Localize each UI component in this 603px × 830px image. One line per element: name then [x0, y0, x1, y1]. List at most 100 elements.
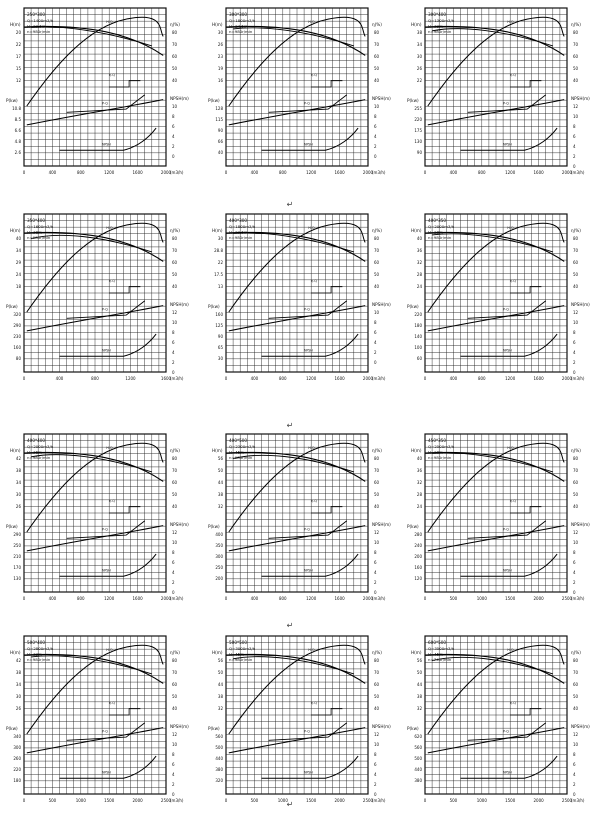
chart-model-title: 400*300 [229, 218, 247, 223]
x-tick-label: 2500 [161, 798, 172, 803]
power-curve [26, 305, 164, 332]
pump-chart: H-Q η-Q P-Q NPSH 400*500Q=2300m3/hH=45mn=980… [208, 433, 391, 601]
chart-spec-line: H=38m [27, 230, 42, 235]
head-tick-label: 38 [218, 492, 224, 497]
power-tick-label: 40 [218, 150, 224, 155]
efficiency-curve [228, 16, 366, 107]
efficiency-curve [26, 442, 164, 533]
chart-spec-line: n=980r/min [428, 455, 452, 460]
efficiency-axis-title: η(%) [571, 22, 581, 27]
x-tick-label: 1200 [505, 170, 516, 175]
npsh-tick-label: 0 [374, 792, 377, 797]
chart-spec-line: n=980r/min [27, 235, 51, 240]
power-axis-title: P(kw) [208, 726, 220, 731]
x-tick-label: 2000 [133, 798, 144, 803]
curve-label: η-Q [109, 701, 115, 705]
power-tick-label: 350 [215, 543, 223, 548]
npsh-tick-label: 10 [172, 320, 178, 325]
head-axis-title: H(m) [212, 448, 223, 453]
curve-label: η-Q [311, 499, 317, 503]
curve-label: NPSH [503, 568, 512, 572]
curve-label: H-Q [308, 446, 315, 450]
efficiency-curve [427, 644, 565, 735]
x-tick-label: 1600 [335, 376, 346, 381]
efficiency-curve [427, 222, 565, 313]
head-curve-small-impeller [432, 233, 553, 253]
head-tick-label: 22 [218, 260, 224, 265]
x-tick-label: 400 [56, 376, 64, 381]
power-tick-label: 8.5 [15, 117, 22, 122]
curve-label: NPSH [304, 348, 313, 352]
curve-label: η-Q [311, 73, 317, 77]
head-axis-title: H(m) [10, 228, 21, 233]
x-tick-label: 1200 [125, 376, 136, 381]
power-tick-label: 90 [218, 128, 224, 133]
efficiency-tick-label: 70 [172, 42, 178, 47]
npsh-tick-label: 10 [573, 320, 579, 325]
npsh-tick-label: 8 [573, 550, 576, 555]
chart-model-title: 300*400 [428, 12, 446, 17]
head-tick-label: 18 [16, 284, 22, 289]
head-tick-label: 38 [417, 30, 423, 35]
npsh-tick-label: 6 [172, 762, 175, 767]
x-tick-label: 400 [49, 170, 57, 175]
gridlines [226, 636, 368, 794]
head-curve [225, 451, 366, 482]
head-tick-label: 38 [417, 694, 423, 699]
chart-spec-line: Q=2500m3/h [428, 444, 455, 449]
efficiency-tick-label: 40 [573, 504, 579, 509]
npsh-axis-title: NPSH(m) [372, 724, 391, 729]
x-tick-label: 0 [424, 798, 427, 803]
npsh-tick-label: 0 [374, 154, 377, 159]
power-tick-label: 160 [13, 345, 21, 350]
head-tick-label: 32 [417, 480, 423, 485]
head-tick-label: 15 [16, 66, 22, 71]
head-curve [225, 653, 366, 684]
x-unit-label: (m3/h) [571, 376, 585, 381]
efficiency-curve [228, 442, 366, 533]
efficiency-tick-label: 40 [374, 504, 380, 509]
npsh-tick-label: 4 [374, 340, 377, 345]
power-tick-label: 255 [414, 106, 422, 111]
curve-label: NPSH [503, 348, 512, 352]
head-curve-small-impeller [233, 232, 354, 253]
power-curve-small-impeller [268, 520, 347, 539]
npsh-tick-label: 12 [374, 530, 380, 535]
head-tick-label: 30 [417, 54, 423, 59]
efficiency-tick-label: 60 [172, 682, 178, 687]
x-tick-label: 0 [424, 376, 427, 381]
chart-spec-line: H=22.5m [27, 24, 46, 29]
chart-spec-line: Q=1800m3/h [229, 18, 256, 23]
efficiency-tick-label: 70 [172, 670, 178, 675]
chart-spec-line: n=740r/min [428, 657, 452, 662]
pump-chart: H-Q η-Q P-Q NPSH 400*350Q=2000m3/hH=28mn=980… [407, 213, 590, 381]
head-axis-title: H(m) [10, 448, 21, 453]
x-unit-label: (m3/h) [372, 376, 386, 381]
npsh-curve [59, 755, 157, 779]
efficiency-axis-title: η(%) [372, 650, 382, 655]
head-tick-label: 22 [417, 78, 423, 83]
x-tick-label: 0 [225, 596, 228, 601]
x-tick-label: 800 [77, 596, 85, 601]
power-axis-title: P(kw) [208, 304, 220, 309]
npsh-tick-label: 6 [573, 340, 576, 345]
power-tick-label: 100 [414, 345, 422, 350]
npsh-axis-title: NPSH(m) [571, 724, 590, 729]
chart-spec-line: Q=1300m3/h [428, 18, 455, 23]
npsh-tick-label: 10 [172, 742, 178, 747]
power-tick-label: 290 [13, 532, 21, 537]
power-curve [427, 727, 565, 754]
efficiency-tick-label: 40 [374, 78, 380, 83]
npsh-tick-label: 4 [573, 350, 576, 355]
npsh-tick-label: 12 [573, 310, 579, 315]
curve-label: P-Q [503, 729, 509, 733]
head-tick-label: 56 [218, 658, 224, 663]
power-tick-label: 175 [414, 128, 422, 133]
npsh-tick-label: 6 [172, 560, 175, 565]
power-tick-label: 380 [215, 767, 223, 772]
efficiency-tick-label: 80 [374, 30, 380, 35]
x-tick-label: 2000 [161, 596, 172, 601]
x-tick-label: 0 [424, 596, 427, 601]
efficiency-tick-label: 50 [374, 694, 380, 699]
